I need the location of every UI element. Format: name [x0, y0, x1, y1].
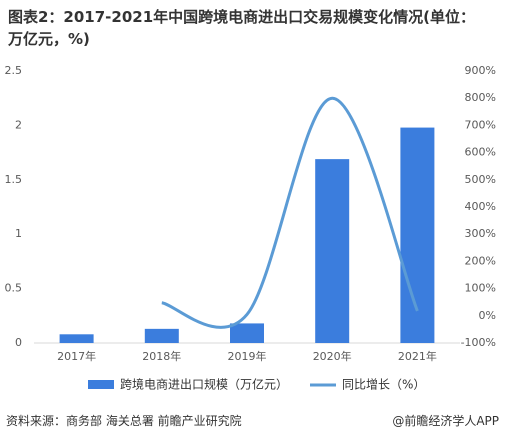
bar: [59, 334, 94, 343]
y-tick-label: 1: [15, 227, 22, 240]
y-tick-label: 2: [15, 118, 22, 131]
y2-tick-label: 400%: [465, 200, 496, 213]
x-tick-label: 2017年: [57, 349, 96, 363]
y2-tick-label: -100%: [461, 336, 496, 349]
y2-tick-label: 800%: [465, 91, 496, 104]
y-tick-label: 1.5: [5, 173, 23, 186]
source: 资料来源：商务部 海关总署 前瞻产业研究院: [6, 414, 242, 428]
x-tick-label: 2020年: [313, 349, 352, 363]
y2-tick-label: 200%: [465, 254, 496, 267]
chart-title: 图表2：2017-2021年中国跨境电商进出口交易规模变化情况(单位：万亿元，%…: [8, 8, 476, 48]
x-tick-label: 2019年: [228, 349, 267, 363]
line: [161, 96, 419, 329]
y2-tick-label: 900%: [465, 64, 496, 77]
y2-tick-label: 300%: [465, 227, 496, 240]
y2-tick-label: 700%: [465, 118, 496, 131]
legend-swatch: [88, 380, 114, 389]
brand: @前瞻经济学人APP: [392, 414, 499, 428]
y-tick-label: 2.5: [5, 64, 23, 77]
bar: [144, 328, 179, 343]
x-tick-label: 2018年: [142, 349, 181, 363]
legend-label: 跨境电商进出口规模（万亿元）: [120, 377, 288, 392]
y2-tick-label: 100%: [465, 282, 496, 295]
y2-tick-label: 600%: [465, 146, 496, 159]
legend-label: 同比增长（%）: [342, 378, 425, 392]
bar: [230, 323, 264, 343]
y2-tick-label: 500%: [465, 173, 496, 186]
x-tick-label: 2021年: [398, 349, 437, 363]
y2-tick-label: 0%: [479, 309, 496, 322]
footer: 资料来源：商务部 海关总署 前瞻产业研究院 @前瞻经济学人APP: [6, 412, 499, 429]
y-tick-label: 0: [15, 336, 22, 349]
bar: [315, 159, 350, 343]
y-tick-label: 0.5: [5, 282, 23, 295]
